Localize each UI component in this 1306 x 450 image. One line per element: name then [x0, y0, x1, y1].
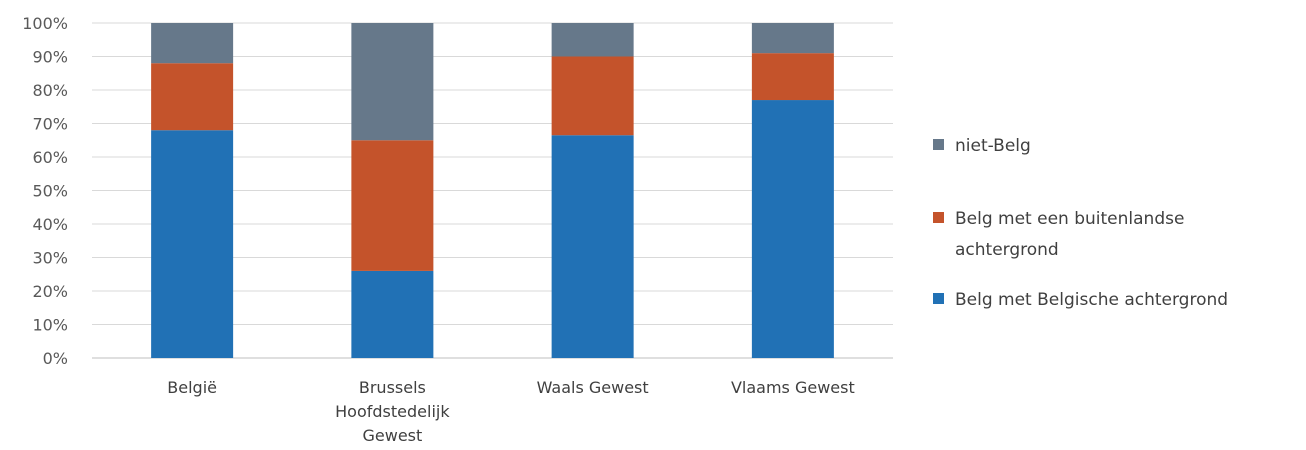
x-category-label: Vlaams Gewest	[731, 378, 855, 397]
bar-segment-belg-met-belgische-achtergrond	[551, 135, 634, 358]
y-tick-label: 90%	[32, 48, 68, 67]
legend-swatch	[933, 139, 944, 150]
y-tick-label: 20%	[32, 282, 68, 301]
y-tick-label: 60%	[32, 148, 68, 167]
bar-segment-niet-belg	[351, 23, 434, 141]
bar-segment-niet-belg	[751, 23, 834, 54]
bar-segment-belg-met-belgische-achtergrond	[151, 130, 234, 358]
x-category-label: Gewest	[362, 426, 422, 445]
y-tick-label: 100%	[22, 14, 68, 33]
bar-segment-niet-belg	[151, 23, 234, 64]
legend-label: niet-Belg	[955, 136, 1031, 156]
bar-segment-belg-met-een-buitenlandse-achtergrond	[151, 63, 234, 131]
legend-label: Belg met Belgische achtergrond	[955, 290, 1228, 310]
legend-swatch	[933, 293, 944, 304]
y-tick-label: 70%	[32, 115, 68, 134]
bar-segment-belg-met-belgische-achtergrond	[751, 100, 834, 359]
y-tick-label: 40%	[32, 215, 68, 234]
bar-segment-belg-met-een-buitenlandse-achtergrond	[551, 56, 634, 136]
x-category-label: Hoofdstedelijk	[335, 402, 450, 421]
bar-segment-niet-belg	[551, 23, 634, 57]
y-tick-label: 50%	[32, 182, 68, 201]
legend-label: Belg met een buitenlandse	[955, 209, 1184, 229]
x-category-label: Waals Gewest	[537, 378, 649, 397]
y-tick-label: 10%	[32, 316, 68, 335]
y-tick-label: 80%	[32, 81, 68, 100]
y-tick-label: 0%	[43, 349, 68, 368]
legend-swatch	[933, 212, 944, 223]
bar-segment-belg-met-een-buitenlandse-achtergrond	[751, 53, 834, 101]
legend-label: achtergrond	[955, 240, 1059, 260]
bar-segment-belg-met-een-buitenlandse-achtergrond	[351, 140, 434, 271]
bar-segment-belg-met-belgische-achtergrond	[351, 270, 434, 358]
y-tick-label: 30%	[32, 249, 68, 268]
x-category-label: Brussels	[359, 378, 426, 397]
x-category-label: België	[167, 378, 217, 397]
